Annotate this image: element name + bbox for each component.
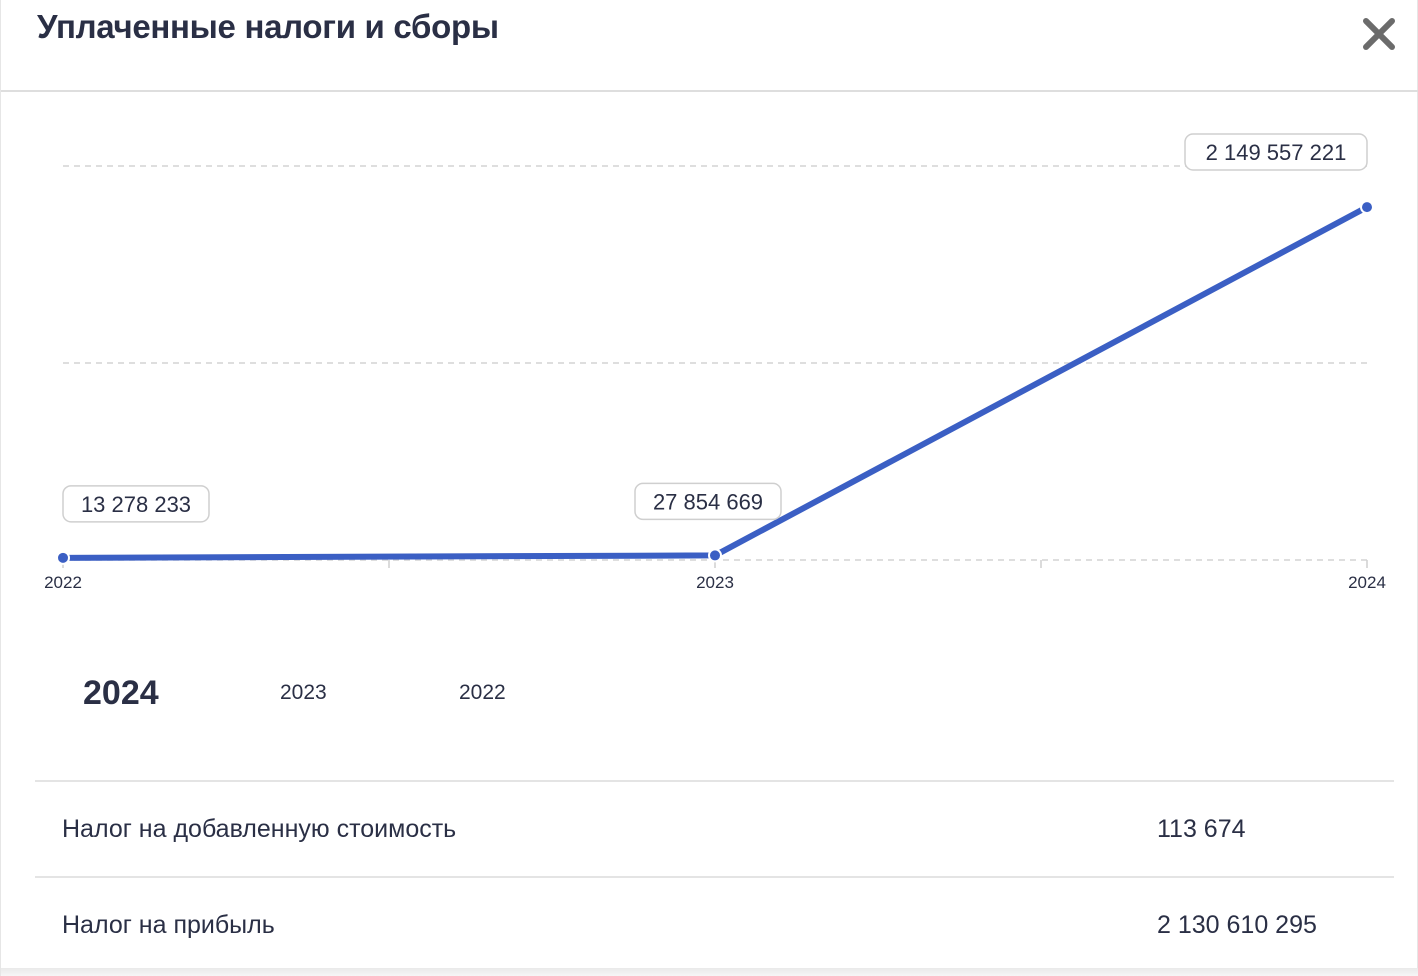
tab-2022[interactable]: 2022 bbox=[459, 681, 506, 704]
data-label-box bbox=[62, 485, 210, 523]
x-tick-label: 2024 bbox=[1348, 573, 1386, 592]
dialog-title: Уплаченные налоги и сборы bbox=[37, 8, 499, 45]
line-chart: 2022 2023 2024 13 278 233 27 854 669 2 149 55… bbox=[44, 133, 1386, 592]
data-label: 2 149 557 221 bbox=[1206, 140, 1347, 165]
tab-2024[interactable]: 2024 bbox=[83, 674, 159, 712]
tax-value: 2 130 610 295 bbox=[1157, 911, 1317, 939]
tax-name: Налог на прибыль bbox=[62, 911, 275, 939]
data-point bbox=[56, 550, 70, 565]
data-label: 27 854 669 bbox=[653, 489, 763, 514]
dialog-bottom-edge bbox=[1, 968, 1418, 976]
close-icon bbox=[1363, 18, 1395, 50]
data-label-box bbox=[1184, 133, 1368, 171]
table-row: Налог на прибыль 2 130 610 295 bbox=[35, 876, 1394, 972]
tab-2023[interactable]: 2023 bbox=[280, 681, 327, 704]
tax-name: Налог на добавленную стоимость bbox=[62, 815, 457, 843]
year-tabs: 2024 2023 2022 bbox=[1, 660, 1418, 730]
data-point bbox=[1360, 200, 1374, 215]
x-tick-label: 2023 bbox=[696, 573, 734, 592]
data-point bbox=[708, 548, 722, 563]
table-row: Налог на добавленную стоимость 113 674 bbox=[35, 780, 1394, 876]
data-label: 13 278 233 bbox=[81, 492, 191, 517]
x-tick-label: 2022 bbox=[44, 573, 82, 592]
data-label-box bbox=[634, 482, 782, 521]
dialog-header: Уплаченные налоги и сборы bbox=[1, 0, 1418, 92]
tax-table: Налог на добавленную стоимость 113 674 Н… bbox=[35, 780, 1394, 972]
tax-value: 113 674 bbox=[1157, 815, 1246, 843]
close-button[interactable] bbox=[1357, 12, 1401, 56]
tax-chart: 2022 2023 2024 13 278 233 27 854 669 2 149 55… bbox=[1, 100, 1418, 620]
